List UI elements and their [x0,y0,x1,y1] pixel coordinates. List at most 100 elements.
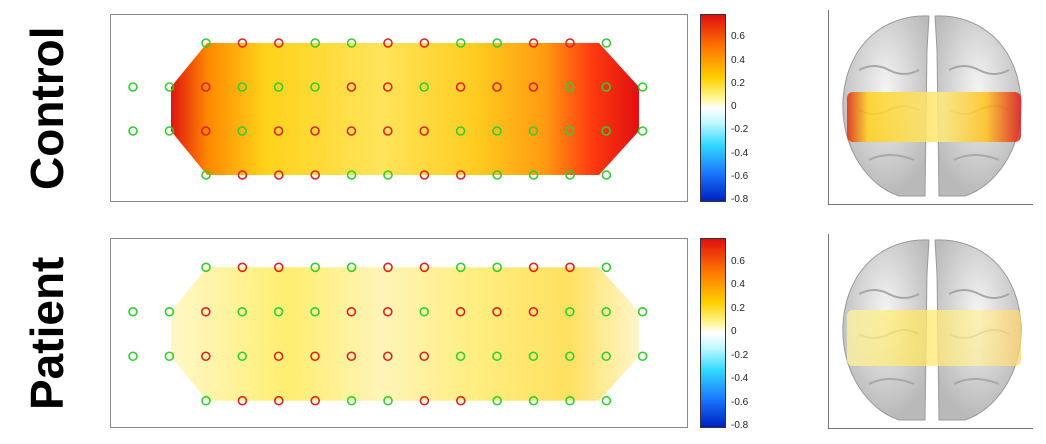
electrode-marker [492,170,503,180]
electrode-marker [419,126,430,136]
electrode-marker [492,306,502,317]
electrode-marker [564,126,575,136]
electrode-marker [346,170,357,180]
electrode-marker [237,126,247,136]
electrode-marker [564,82,575,92]
colorbar-patient-tick: -0.6 [731,396,749,408]
electrode-marker [237,395,248,406]
electrode-marker [419,351,430,362]
electrode-marker [419,306,430,317]
electrode-marker [419,82,430,92]
colorbar-control-tick: 0 [731,101,737,112]
electrode-marker [419,262,430,273]
electrode-marker [455,395,466,406]
control-topography-map [110,14,688,202]
patient-heatmap-svg [128,262,648,406]
electrode-marker [601,306,612,317]
electrode-marker [455,126,466,136]
electrode-marker [346,38,357,48]
electrode-marker [528,306,539,317]
electrode-marker [237,82,247,92]
colorbar-patient [700,238,726,428]
electrode-marker [492,126,502,136]
electrode-marker [637,306,648,317]
electrode-marker [528,262,539,273]
colorbar-patient-tick: 0.4 [731,279,745,290]
electrode-marker [273,82,284,92]
control-heatmap-svg [128,38,648,180]
colorbar-control-tick: 0.4 [731,54,745,66]
electrode-marker [383,262,393,273]
electrode-marker [164,351,175,362]
electrode-marker [310,38,320,48]
electrode-marker [128,306,138,317]
electrode-marker [201,351,211,362]
electrode-marker [492,82,502,92]
electrode-marker [492,38,503,48]
electrode-marker [310,126,320,136]
electrode-marker [601,262,612,273]
patient-topography-map [110,238,688,428]
electrode-marker [310,395,320,406]
electrode-marker [310,82,320,92]
electrode-marker [201,395,211,406]
electrode-marker [601,82,612,92]
electrode-marker [637,351,648,362]
electrode-marker [455,82,466,92]
electrode-marker [201,82,211,92]
electrode-marker [164,82,175,92]
electrode-marker [274,170,284,180]
electrode-marker [164,126,175,136]
heatmap-field [171,43,639,175]
electrode-marker [528,126,539,136]
electrode-marker [201,126,211,136]
electrode-marker [346,306,357,317]
electrode-marker [274,262,284,273]
row-label-patient: Patient [21,256,73,410]
colorbar-control-tick: -0.2 [731,124,749,136]
electrode-marker [383,170,393,180]
electrode-marker [383,38,393,48]
electrode-marker [128,126,138,136]
colorbar-control-tick: -0.4 [731,147,749,159]
electrode-marker [382,351,393,362]
electrode-marker [201,262,211,273]
electrode-marker [492,351,502,362]
electrode-marker [382,126,393,136]
electrode-marker [382,306,393,317]
electrode-marker [455,38,466,48]
electrode-marker [455,351,466,362]
electrode-marker [201,38,211,48]
colorbar-patient-tick: -0.2 [731,349,749,361]
brain-render-patient [828,234,1033,429]
electrode-marker [565,395,575,406]
electrode-marker [382,82,393,92]
electrode-marker [601,395,612,406]
electrode-marker [601,351,612,362]
electrode-marker [128,82,138,92]
electrode-marker [564,306,575,317]
electrode-marker [419,170,430,180]
colorbar-patient-tick: 0.6 [731,255,745,267]
electrode-marker [383,395,393,406]
electrode-marker [273,306,284,317]
electrode-marker [565,262,575,273]
electrode-marker [455,306,466,317]
electrode-marker [601,170,612,180]
electrode-marker [637,82,648,92]
colorbar-patient-tick: 0.2 [731,302,745,314]
electrode-marker [601,126,612,136]
electrode-marker [346,351,357,362]
brain-patient-svg [842,239,1022,421]
brain-render-control [828,10,1033,205]
electrode-marker [346,126,357,136]
electrode-marker [419,395,430,406]
electrode-marker [565,38,575,48]
electrode-marker [201,306,211,317]
heatmap-field [171,267,639,401]
electrode-marker [128,351,138,362]
electrode-marker [455,262,466,273]
electrode-marker [565,170,575,180]
electrode-marker [237,262,248,273]
electrode-marker [528,351,539,362]
